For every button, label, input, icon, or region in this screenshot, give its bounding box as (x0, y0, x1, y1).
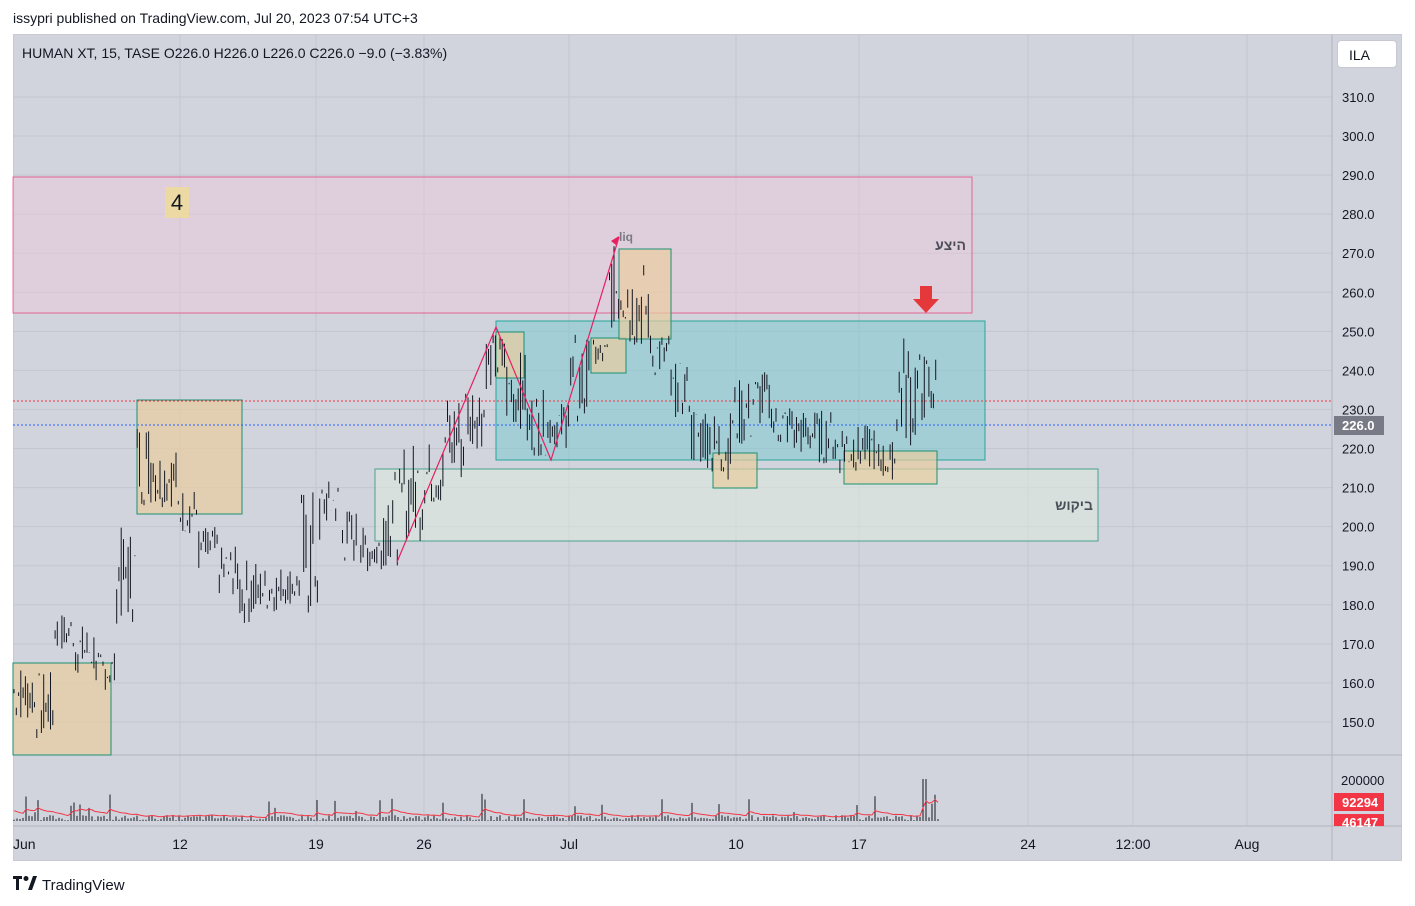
time-tick: 17 (851, 836, 867, 852)
volume-label-2: 46147 (1342, 815, 1378, 830)
volume-bars (13, 779, 939, 821)
wave-arrowhead (611, 236, 619, 245)
price-axis: 310.0 300.0 290.0 280.0 270.0 260.0 250.0 240.0… (1342, 90, 1375, 730)
wave-path (396, 236, 620, 563)
price-tick: 150.0 (1342, 715, 1375, 730)
orange-box (590, 337, 627, 374)
time-tick: Jul (560, 836, 578, 852)
wave-label-bg (165, 187, 189, 218)
time-tick: 24 (1020, 836, 1036, 852)
price-tick: 240.0 (1342, 363, 1375, 378)
price-tick: 310.0 (1342, 90, 1375, 105)
supply-label: היצע (935, 237, 966, 253)
brand-name: TradingView (42, 876, 125, 894)
candles (13, 246, 937, 738)
supply-zone (12, 176, 973, 314)
volume-badge-2 (1334, 814, 1384, 826)
price-tick: 230.0 (1342, 402, 1375, 417)
time-tick: Aug (1235, 836, 1260, 852)
volume-label-1: 92294 (1342, 795, 1379, 810)
time-tick: Jun (13, 836, 36, 852)
demand-label: ביקוש (1055, 497, 1093, 513)
volume-badge-1 (1334, 793, 1384, 811)
publish-info: issypri published on TradingView.com, Ju… (13, 10, 418, 26)
time-tick: 10 (728, 836, 744, 852)
time-grid (179, 35, 1248, 825)
orange-box (712, 452, 758, 489)
last-price-badge (1334, 416, 1384, 435)
wave-number: 4 (171, 190, 183, 215)
orange-box (12, 662, 112, 756)
orange-boxes (12, 248, 938, 756)
price-tick: 220.0 (1342, 442, 1375, 457)
time-tick: 12 (172, 836, 188, 852)
time-tick: 12:00 (1115, 836, 1150, 852)
time-tick: 26 (416, 836, 432, 852)
price-tick: 270.0 (1342, 246, 1375, 261)
price-tick: 300.0 (1342, 129, 1375, 144)
orange-box (136, 399, 243, 515)
tradingview-logo[interactable]: TradingView (13, 876, 125, 894)
volume-ma-line (13, 798, 939, 819)
orange-box (618, 248, 672, 340)
price-tick: 180.0 (1342, 598, 1375, 613)
time-axis: Jun 12 19 26 Jul 10 17 24 12:00 Aug (13, 836, 1259, 852)
volume-tick: 200000 (1341, 773, 1384, 788)
price-tick: 170.0 (1342, 637, 1375, 652)
price-tick: 160.0 (1342, 676, 1375, 691)
last-price-label: 226.0 (1342, 418, 1375, 433)
price-tick: 200.0 (1342, 520, 1375, 535)
price-tick: 210.0 (1342, 481, 1375, 496)
symbol-legend: HUMAN XT, 15, TASE O226.0 H226.0 L226.0 … (22, 45, 448, 61)
price-tick: 250.0 (1342, 324, 1375, 339)
price-tick: 290.0 (1342, 168, 1375, 183)
price-tick: 260.0 (1342, 285, 1375, 300)
tradingview-mark-icon (13, 876, 37, 894)
currency-button[interactable]: ILA (1337, 40, 1397, 68)
range-box (495, 320, 986, 461)
price-tick: 190.0 (1342, 559, 1375, 574)
price-tick: 280.0 (1342, 207, 1375, 222)
time-tick: 19 (308, 836, 324, 852)
down-arrow-icon (913, 286, 939, 313)
liq-label: liq (619, 230, 633, 244)
